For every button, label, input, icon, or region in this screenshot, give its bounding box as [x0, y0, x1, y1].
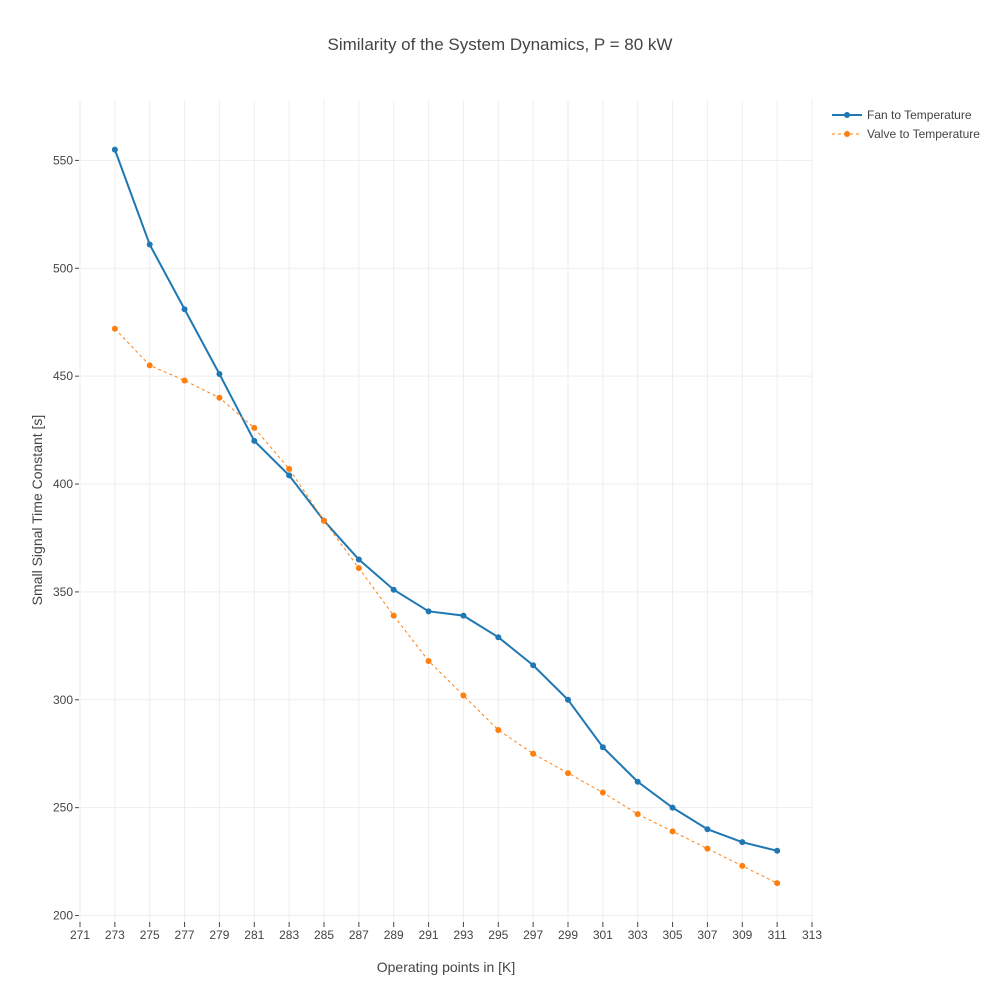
series-1-point[interactable] [739, 839, 746, 846]
legend-marker-2 [844, 131, 850, 137]
series-1-point[interactable] [355, 556, 362, 563]
y-tick-label: 550 [53, 153, 73, 167]
x-tick-label: 281 [244, 928, 264, 942]
series-2-point[interactable] [634, 811, 641, 818]
series-2-point[interactable] [355, 565, 362, 572]
grid [79, 100, 813, 922]
series-1-point[interactable] [425, 608, 432, 615]
series-2-point[interactable] [704, 845, 711, 852]
series-2-point[interactable] [669, 828, 676, 835]
x-axis-ticks: 271 273 275 277 279 281 283 285 287 289 291 293 295 2… [70, 922, 822, 942]
series-line-1 [113, 149, 778, 852]
x-tick-label: 287 [349, 928, 369, 942]
series-1-point[interactable] [251, 437, 258, 444]
series-1-point[interactable] [669, 804, 676, 811]
plot-area [111, 146, 781, 887]
series-1-point[interactable] [111, 146, 118, 153]
legend-label-1[interactable]: Fan to Temperature [867, 108, 972, 122]
series-1-point[interactable] [495, 634, 502, 641]
x-tick-label: 289 [384, 928, 404, 942]
series-2-point[interactable] [181, 377, 188, 384]
y-tick-label: 350 [53, 585, 73, 599]
x-tick-label: 293 [453, 928, 473, 942]
series-2-point[interactable] [251, 424, 258, 431]
series-2-point[interactable] [425, 657, 432, 664]
series-2-point[interactable] [495, 726, 502, 733]
x-tick-label: 309 [732, 928, 752, 942]
series-2-point[interactable] [111, 325, 118, 332]
x-tick-label: 279 [209, 928, 229, 942]
x-tick-label: 303 [628, 928, 648, 942]
x-tick-label: 273 [105, 928, 125, 942]
x-tick-label: 285 [314, 928, 334, 942]
series-1-point[interactable] [704, 826, 711, 833]
x-tick-label: 297 [523, 928, 543, 942]
series-2-point[interactable] [321, 517, 327, 524]
chart-title: Similarity of the System Dynamics, P = 8… [328, 35, 673, 54]
series-1-point[interactable] [774, 847, 781, 854]
series-2-point[interactable] [774, 880, 781, 887]
x-tick-label: 301 [593, 928, 613, 942]
series-1-point[interactable] [599, 744, 606, 751]
x-tick-label: 313 [802, 928, 822, 942]
series-2-point[interactable] [530, 750, 537, 757]
x-tick-label: 291 [419, 928, 439, 942]
series-1-point[interactable] [530, 662, 537, 669]
series-2-point[interactable] [599, 789, 606, 796]
series-1-point[interactable] [216, 371, 223, 377]
legend-marker-1 [844, 112, 850, 118]
x-tick-label: 271 [70, 928, 90, 942]
x-axis-title: Operating points in [K] [377, 959, 516, 975]
series-2-point[interactable] [216, 394, 223, 401]
series-2-point[interactable] [390, 612, 397, 619]
legend-label-2[interactable]: Valve to Temperature [867, 127, 980, 141]
series-2-point[interactable] [739, 862, 746, 869]
x-tick-label: 307 [697, 928, 717, 942]
y-tick-label: 200 [53, 909, 73, 923]
y-axis-ticks: 200 250 300 350 400 450 500 550 [53, 153, 79, 923]
y-tick-label: 300 [53, 693, 73, 707]
series-1-point[interactable] [390, 586, 397, 593]
series-1-point[interactable] [634, 778, 641, 785]
x-tick-label: 299 [558, 928, 578, 942]
x-tick-label: 295 [488, 928, 508, 942]
legend[interactable]: Fan to Temperature Valve to Temperature [832, 108, 980, 141]
series-1-point[interactable] [565, 696, 571, 703]
y-tick-label: 500 [53, 261, 73, 275]
y-tick-label: 250 [53, 801, 73, 815]
series-2-point[interactable] [565, 770, 571, 777]
x-tick-label: 305 [663, 928, 683, 942]
x-tick-label: 283 [279, 928, 299, 942]
y-axis-title: Small Signal Time Constant [s] [29, 415, 45, 606]
series-line-2 [114, 328, 778, 884]
series-2-point[interactable] [286, 465, 293, 472]
series-1-point[interactable] [460, 612, 467, 619]
y-tick-label: 450 [53, 369, 73, 383]
x-tick-label: 311 [768, 928, 787, 942]
series-2-point[interactable] [146, 362, 153, 369]
x-tick-label: 277 [175, 928, 195, 942]
y-tick-label: 400 [53, 477, 73, 491]
x-tick-label: 275 [140, 928, 160, 942]
series-1-point[interactable] [181, 306, 188, 313]
series-1-point[interactable] [286, 472, 293, 479]
series-2-point[interactable] [460, 692, 467, 699]
series-1-point[interactable] [146, 241, 153, 248]
